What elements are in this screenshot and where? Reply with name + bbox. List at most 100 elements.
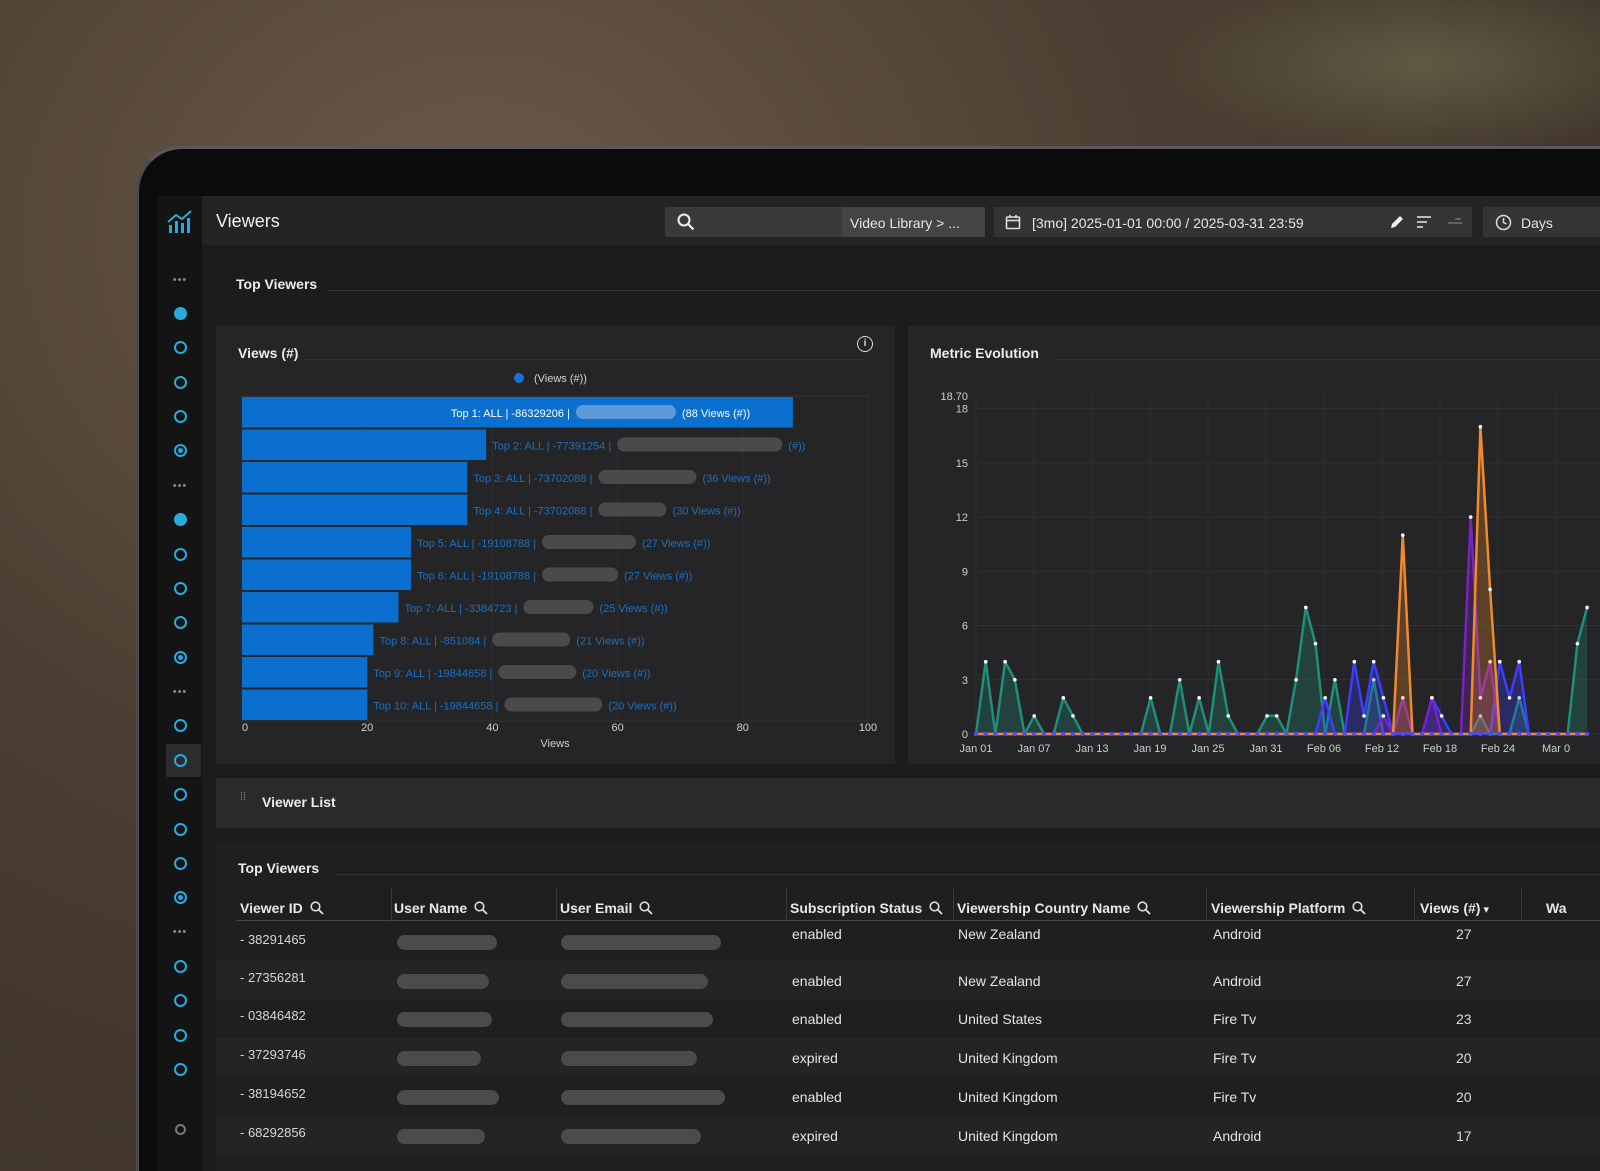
rail-circle-icon[interactable] [167,575,193,601]
baseline-point [1342,731,1347,737]
table-row[interactable]: - 03846482 enabled United States Fire Tv 23 [216,999,1600,1038]
sort-desc-icon[interactable]: ▾ [1480,904,1490,916]
column-search-icon[interactable] [303,900,324,916]
country-cell: United Kingdom [958,1088,1058,1105]
series-point [1488,587,1492,592]
edit-pencil-icon[interactable] [1389,214,1405,230]
compare-arrows-icon[interactable] [1446,214,1464,230]
column-search-icon[interactable] [922,900,943,916]
baseline-point [1313,731,1318,737]
column-header[interactable]: User Name [394,900,488,916]
rail-more-icon[interactable]: ••• [172,274,188,286]
redacted-name [542,535,637,549]
breadcrumb-filter[interactable]: Video Library > ... [842,207,985,237]
rail-more-icon[interactable]: ••• [172,926,188,938]
bar-data-label: Top 6: ALL | -19108788 | [417,571,536,583]
rail-circle-icon[interactable] [167,369,193,395]
baseline-point [1070,731,1076,737]
rail-circle-icon[interactable] [167,850,193,876]
column-header[interactable]: Views (#) ▾ [1420,900,1489,916]
bar-value-label: (30 Views (#)) [672,506,740,518]
bar-data-label: Top 10: ALL | -19844658 | [373,701,498,713]
views-cell: 27 [1456,926,1472,942]
baseline-point [1323,731,1328,737]
rail-circle-icon[interactable] [167,816,193,842]
x-tick-label: 80 [737,722,749,734]
section-title-top-viewers: Top Viewers [236,276,318,292]
rail-target-icon[interactable] [167,644,193,670]
baseline-point [973,731,979,737]
y-tick-label: 9 [962,566,968,578]
baseline-point [1468,731,1473,737]
rail-circle-icon[interactable] [167,1022,193,1048]
column-header[interactable]: User Email [560,900,654,916]
bar-value-label: (27 Views (#)) [624,571,692,583]
column-header[interactable]: Wa [1546,900,1566,916]
table-row[interactable]: - 27356281 enabled New Zealand Android 27 [216,960,1600,1000]
series-point [1381,696,1386,700]
date-range-text: [3mo] 2025-01-01 00:00 / 2025-03-31 23:5… [1032,215,1304,231]
rail-circle-icon[interactable] [167,541,193,567]
column-header[interactable]: Viewer ID [240,900,324,916]
column-header[interactable]: Viewership Country Name [957,900,1151,916]
column-search-icon[interactable] [632,900,654,916]
rail-circle-icon[interactable] [167,609,193,635]
bar [242,527,412,558]
rail-target-icon[interactable] [167,884,193,910]
table-row[interactable]: - 68292856 expired United Kingdom Android 17 [216,1115,1600,1155]
bar [242,397,793,428]
rail-headphones-icon[interactable] [167,712,193,738]
baseline-point [1458,731,1464,737]
drag-handle-icon[interactable]: ⁞⁞ [240,791,247,803]
side-rail: ••• ••• ••• ••• [158,196,202,1171]
rail-headphones-icon[interactable] [167,953,193,979]
search-input[interactable] [665,207,843,237]
column-search-icon[interactable] [1130,900,1151,916]
baseline-point [1080,731,1085,737]
table-row[interactable]: - 38194652 enabled United Kingdom Fire Tv 20 [216,1077,1600,1116]
column-header[interactable]: Subscription Status [790,900,943,916]
series-point [1468,515,1473,519]
rail-dollar-icon[interactable] [167,300,193,326]
bar-value-label: (20 Views (#)) [582,668,650,680]
redacted-name [498,665,577,679]
rail-more-icon[interactable]: ••• [172,686,188,698]
rail-circle-icon[interactable] [167,334,193,360]
viewer-list-panel[interactable]: ⁞⁞ Viewer List [216,778,1600,828]
baseline-point [1235,731,1241,737]
y-tick-label: 15 [956,458,968,470]
rail-circle-icon[interactable] [167,1056,193,1082]
rail-circle-icon[interactable] [167,747,193,773]
rail-settings-icon[interactable] [167,1116,193,1142]
rail-dollar-icon[interactable] [167,506,193,532]
date-range-picker[interactable]: [3mo] 2025-01-01 00:00 / 2025-03-31 23:5… [994,207,1472,237]
rail-circle-icon[interactable] [167,403,193,429]
sort-lines-icon[interactable] [1416,215,1432,229]
redacted-user-name [397,973,489,989]
x-tick-label: 20 [361,722,373,734]
redacted-user-email [561,1012,713,1028]
series-point [1177,677,1182,682]
column-header-label: Wa [1546,900,1567,916]
baseline-point [1439,731,1444,737]
series-point [1401,533,1405,537]
column-search-icon[interactable] [1345,900,1366,916]
series-point [1498,659,1502,664]
info-icon[interactable]: i [857,336,873,352]
baseline-point [1507,731,1512,737]
redacted-name [598,470,697,484]
x-tick-label: Jan 07 [1017,743,1050,755]
table-row[interactable]: - 37293746 expired United Kingdom Fire Tv 20 [216,1038,1600,1078]
bar-data-label: Top 2: ALL | -77391254 | [492,441,611,453]
redacted-name [542,567,619,582]
table-row[interactable]: - 38291465 enabled New Zealand Android 27 [216,922,1600,961]
rail-target-icon[interactable] [167,437,193,463]
rail-circle-icon[interactable] [167,987,193,1013]
column-header[interactable]: Viewership Platform [1211,900,1366,916]
analytics-logo-icon[interactable] [166,208,194,236]
x-tick-label: Feb 06 [1307,743,1341,755]
rail-more-icon[interactable]: ••• [172,480,188,492]
rail-circle-icon[interactable] [167,781,193,807]
granularity-select[interactable]: Days [1483,207,1600,237]
column-search-icon[interactable] [467,900,488,916]
